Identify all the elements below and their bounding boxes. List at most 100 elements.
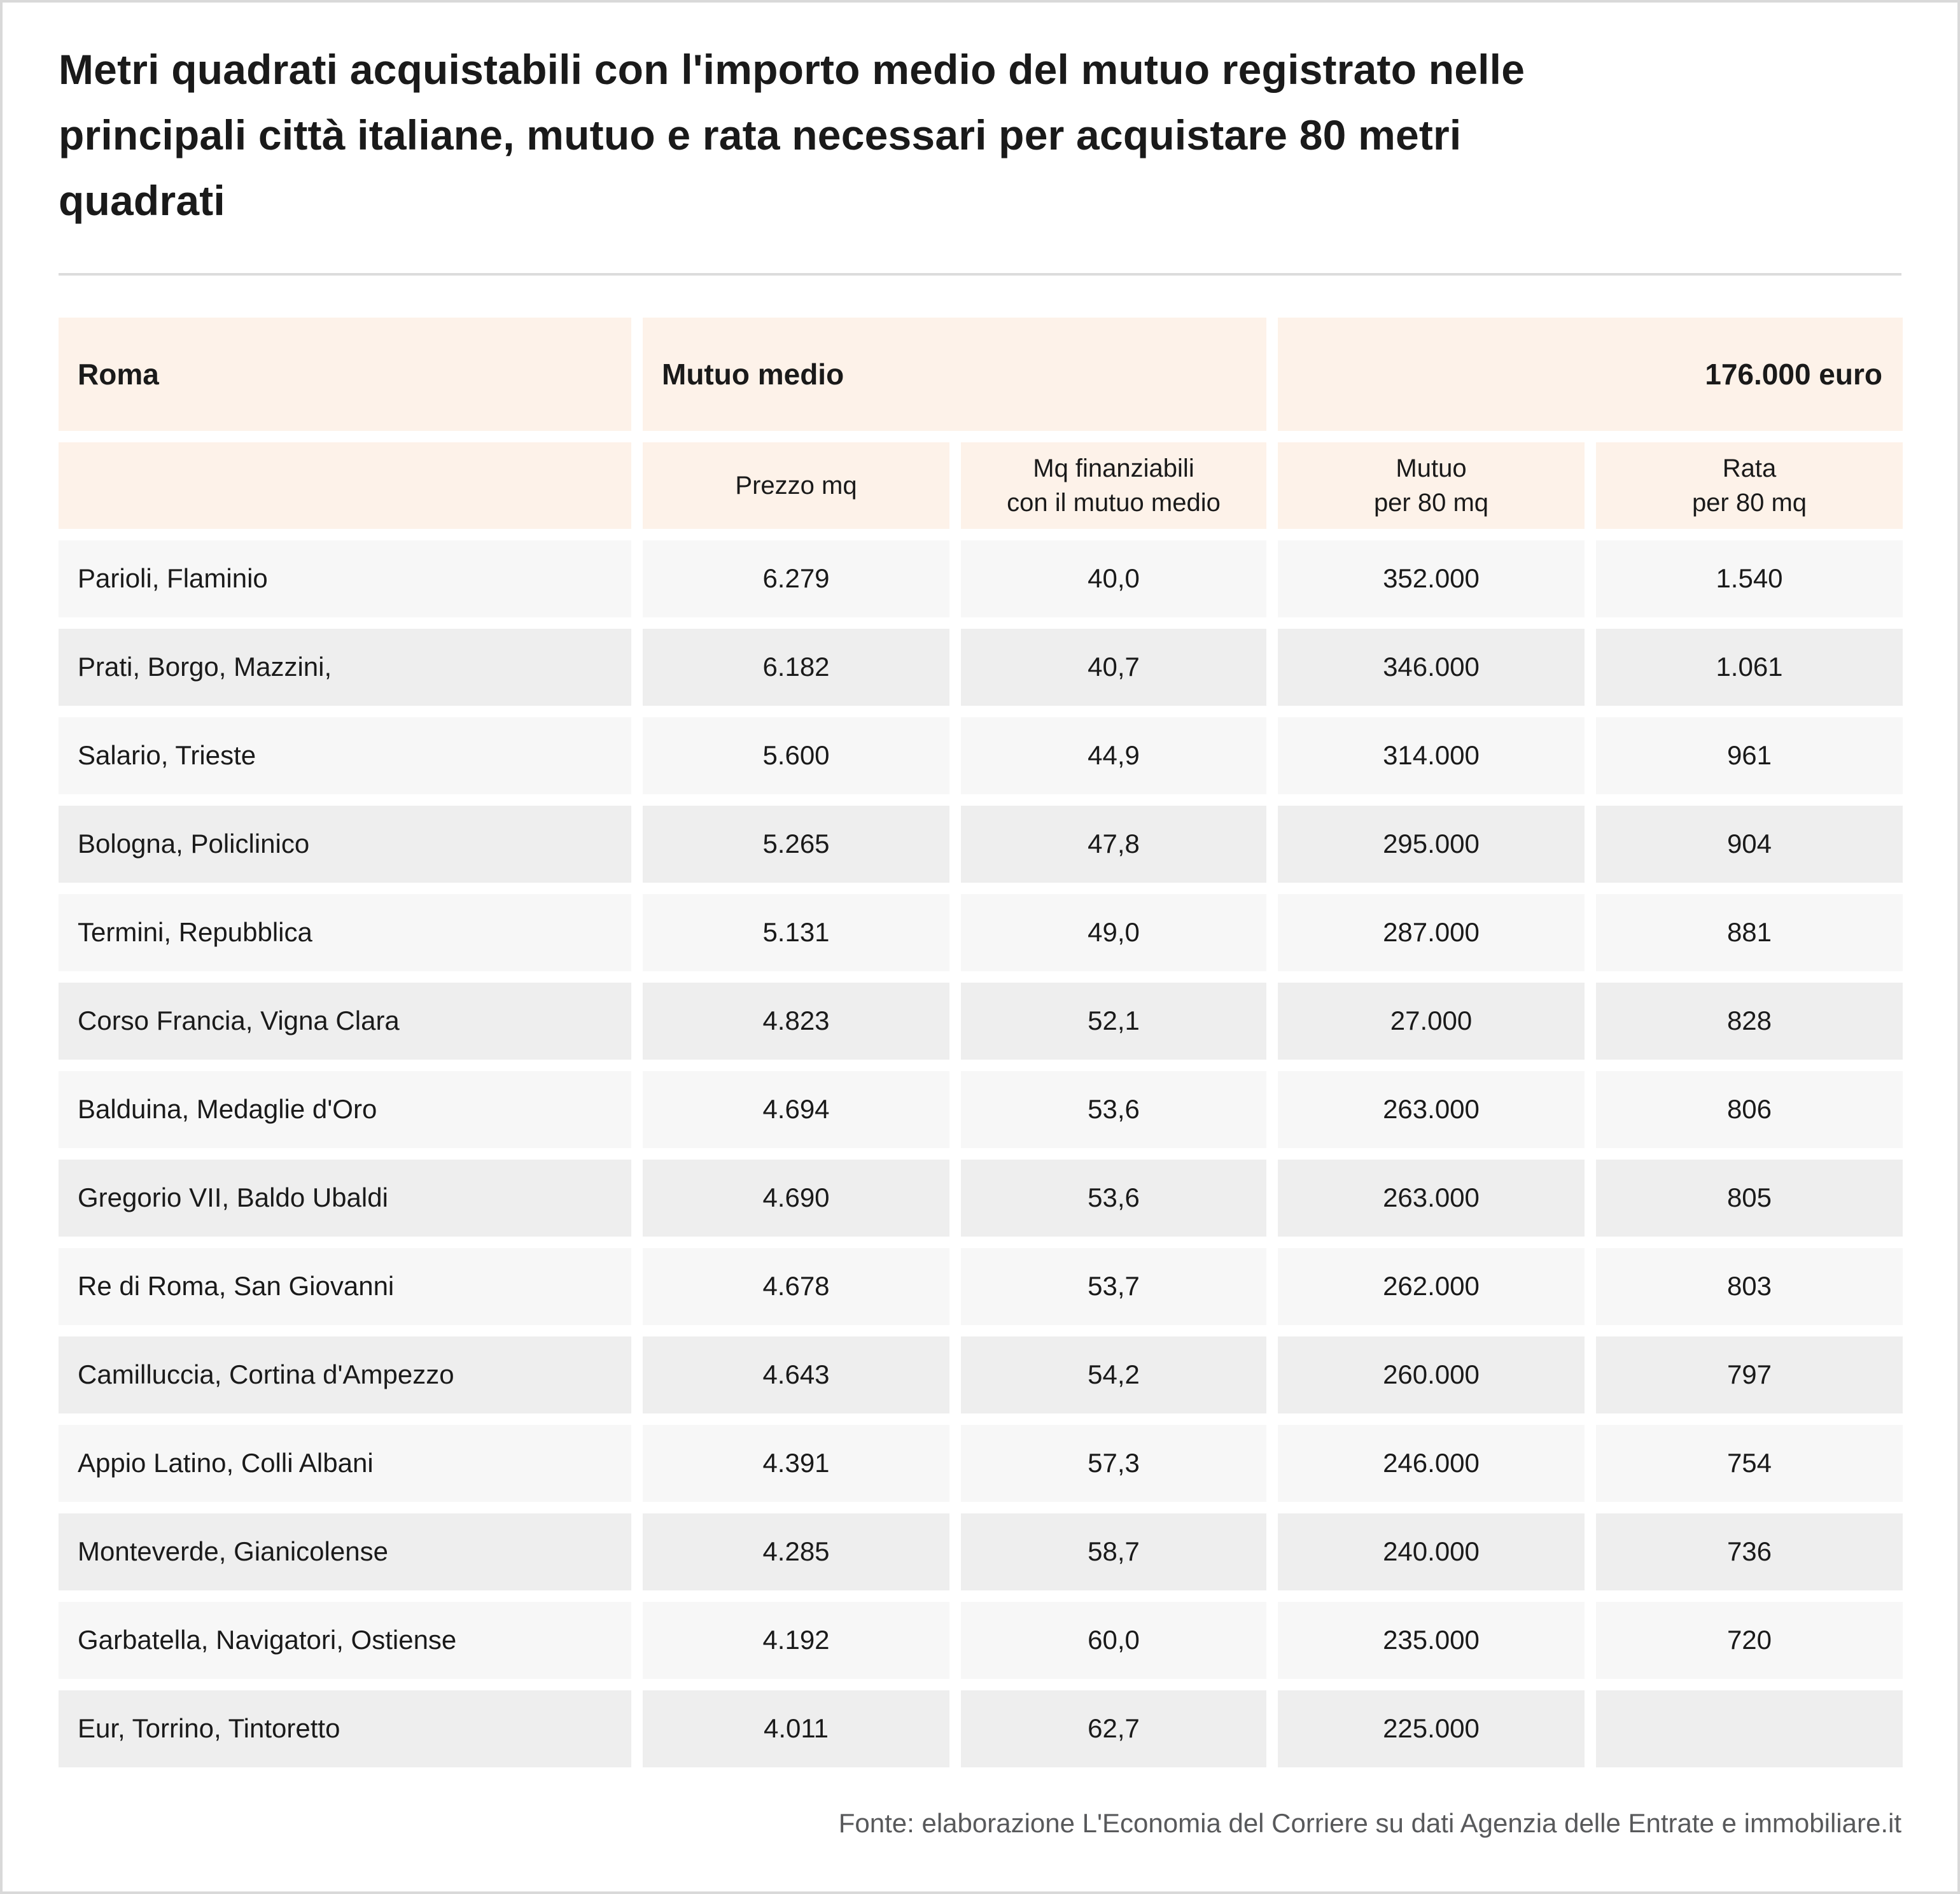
mq-finanziabili-cell: 53,6 — [961, 1159, 1266, 1237]
prezzo-mq-cell: 4.678 — [643, 1247, 949, 1325]
rata-80mq-cell: 754 — [1596, 1424, 1903, 1502]
col-header-rata-per-80mq: Rata per 80 mq — [1596, 442, 1903, 529]
area-cell: Prati, Borgo, Mazzini, — [59, 628, 631, 706]
table-row: Eur, Torrino, Tintoretto 4.011 62,7 225.000 — [59, 1690, 1903, 1767]
area-cell: Bologna, Policlinico — [59, 805, 631, 883]
mq-finanziabili-cell: 40,0 — [961, 540, 1266, 617]
mq-finanziabili-cell: 52,1 — [961, 982, 1266, 1060]
mutuo-80mq-cell: 225.000 — [1278, 1690, 1585, 1767]
mq-finanziabili-cell: 62,7 — [961, 1690, 1266, 1767]
area-cell: Corso Francia, Vigna Clara — [59, 982, 631, 1060]
mq-finanziabili-cell: 49,0 — [961, 894, 1266, 971]
rata-80mq-cell: 828 — [1596, 982, 1903, 1060]
mutuo-80mq-cell: 260.000 — [1278, 1336, 1585, 1413]
mutuo-80mq-cell: 346.000 — [1278, 628, 1585, 706]
prezzo-mq-cell: 4.192 — [643, 1601, 949, 1679]
prezzo-mq-cell: 4.643 — [643, 1336, 949, 1413]
mq-finanziabili-cell: 47,8 — [961, 805, 1266, 883]
col-header-empty — [59, 442, 631, 529]
table-row: Prati, Borgo, Mazzini, 6.182 40,7 346.000 1.… — [59, 628, 1903, 706]
source-note: Fonte: elaborazione L'Economia del Corri… — [838, 1807, 1901, 1838]
mq-finanziabili-cell: 44,9 — [961, 717, 1266, 794]
table-row: Bologna, Policlinico 5.265 47,8 295.000 904 — [59, 805, 1903, 883]
prezzo-mq-cell: 6.182 — [643, 628, 949, 706]
mutuo-80mq-cell: 262.000 — [1278, 1247, 1585, 1325]
prezzo-mq-cell: 4.011 — [643, 1690, 949, 1767]
area-cell: Gregorio VII, Baldo Ubaldi — [59, 1159, 631, 1237]
mq-finanziabili-cell: 53,6 — [961, 1070, 1266, 1148]
area-cell: Appio Latino, Colli Albani — [59, 1424, 631, 1502]
mutuo-80mq-cell: 352.000 — [1278, 540, 1585, 617]
area-cell: Parioli, Flaminio — [59, 540, 631, 617]
mutuo-80mq-cell: 246.000 — [1278, 1424, 1585, 1502]
table-row: Salario, Trieste 5.600 44,9 314.000 961 — [59, 717, 1903, 794]
mq-finanziabili-cell: 53,7 — [961, 1247, 1266, 1325]
content-area: Metri quadrati acquistabili con l'import… — [3, 3, 1957, 1839]
mutuo-80mq-cell: 295.000 — [1278, 805, 1585, 883]
rata-80mq-cell: 797 — [1596, 1336, 1903, 1413]
table-group-header-row: Roma Mutuo medio 176.000 euro — [59, 317, 1903, 431]
rata-80mq-cell: 881 — [1596, 894, 1903, 971]
col-header-prezzo-mq: Prezzo mq — [643, 442, 949, 529]
area-cell: Eur, Torrino, Tintoretto — [59, 1690, 631, 1767]
mutuo-80mq-cell: 287.000 — [1278, 894, 1585, 971]
title-line-3: quadrati — [59, 176, 225, 224]
mq-finanziabili-cell: 60,0 — [961, 1601, 1266, 1679]
rata-80mq-cell: 1.061 — [1596, 628, 1903, 706]
data-table: Roma Mutuo medio 176.000 euro Prezzo mq … — [59, 317, 1903, 1767]
rata-80mq-cell: 904 — [1596, 805, 1903, 883]
area-cell: Balduina, Medaglie d'Oro — [59, 1070, 631, 1148]
table-column-header-row: Prezzo mq Mq finanziabili con il mutuo m… — [59, 442, 1903, 529]
col-header-mq-finanziabili: Mq finanziabili con il mutuo medio — [961, 442, 1266, 529]
rata-80mq-cell: 805 — [1596, 1159, 1903, 1237]
table-row: Balduina, Medaglie d'Oro 4.694 53,6 263.000… — [59, 1070, 1903, 1148]
rata-80mq-cell: 803 — [1596, 1247, 1903, 1325]
table-row: Appio Latino, Colli Albani 4.391 57,3 246.0… — [59, 1424, 1903, 1502]
mutuo-80mq-cell: 27.000 — [1278, 982, 1585, 1060]
mq-finanziabili-cell: 57,3 — [961, 1424, 1266, 1502]
table-row: Camilluccia, Cortina d'Ampezzo 4.643 54,2 2… — [59, 1336, 1903, 1413]
table-row: Parioli, Flaminio 6.279 40,0 352.000 1.540 — [59, 540, 1903, 617]
area-cell: Garbatella, Navigatori, Ostiense — [59, 1601, 631, 1679]
prezzo-mq-cell: 5.131 — [643, 894, 949, 971]
area-cell: Camilluccia, Cortina d'Ampezzo — [59, 1336, 631, 1413]
prezzo-mq-cell: 4.823 — [643, 982, 949, 1060]
table-body: Parioli, Flaminio 6.279 40,0 352.000 1.540 Pr… — [59, 540, 1903, 1767]
group-header-cell: Mutuo medio — [643, 317, 1266, 431]
table-row: Monteverde, Gianicolense 4.285 58,7 240.000… — [59, 1513, 1903, 1590]
prezzo-mq-cell: 5.600 — [643, 717, 949, 794]
area-cell: Monteverde, Gianicolense — [59, 1513, 631, 1590]
rata-80mq-cell: 1.540 — [1596, 540, 1903, 617]
rata-80mq-cell: 736 — [1596, 1513, 1903, 1590]
rata-80mq-cell — [1596, 1690, 1903, 1767]
area-cell: Termini, Repubblica — [59, 894, 631, 971]
mq-finanziabili-cell: 58,7 — [961, 1513, 1266, 1590]
mq-finanziabili-cell: 40,7 — [961, 628, 1266, 706]
rata-80mq-cell: 961 — [1596, 717, 1903, 794]
city-header-cell: Roma — [59, 317, 631, 431]
prezzo-mq-cell: 4.690 — [643, 1159, 949, 1237]
mutuo-80mq-cell: 314.000 — [1278, 717, 1585, 794]
page-title: Metri quadrati acquistabili con l'import… — [59, 37, 1901, 234]
area-cell: Re di Roma, San Giovanni — [59, 1247, 631, 1325]
table-row: Re di Roma, San Giovanni 4.678 53,7 262.000… — [59, 1247, 1903, 1325]
rata-80mq-cell: 806 — [1596, 1070, 1903, 1148]
mutuo-80mq-cell: 263.000 — [1278, 1070, 1585, 1148]
mutuo-80mq-cell: 240.000 — [1278, 1513, 1585, 1590]
prezzo-mq-cell: 4.694 — [643, 1070, 949, 1148]
prezzo-mq-cell: 5.265 — [643, 805, 949, 883]
table-row: Corso Francia, Vigna Clara 4.823 52,1 27.00… — [59, 982, 1903, 1060]
col-header-mutuo-per-80mq: Mutuo per 80 mq — [1278, 442, 1585, 529]
title-divider — [59, 272, 1901, 276]
prezzo-mq-cell: 4.391 — [643, 1424, 949, 1502]
rata-80mq-cell: 720 — [1596, 1601, 1903, 1679]
group-value-cell: 176.000 euro — [1278, 317, 1903, 431]
table-row: Gregorio VII, Baldo Ubaldi 4.690 53,6 263.0… — [59, 1159, 1903, 1237]
table-row: Termini, Repubblica 5.131 49,0 287.000 881 — [59, 894, 1903, 971]
mq-finanziabili-cell: 54,2 — [961, 1336, 1266, 1413]
prezzo-mq-cell: 6.279 — [643, 540, 949, 617]
mutuo-80mq-cell: 235.000 — [1278, 1601, 1585, 1679]
title-line-1: Metri quadrati acquistabili con l'import… — [59, 46, 1525, 93]
area-cell: Salario, Trieste — [59, 717, 631, 794]
